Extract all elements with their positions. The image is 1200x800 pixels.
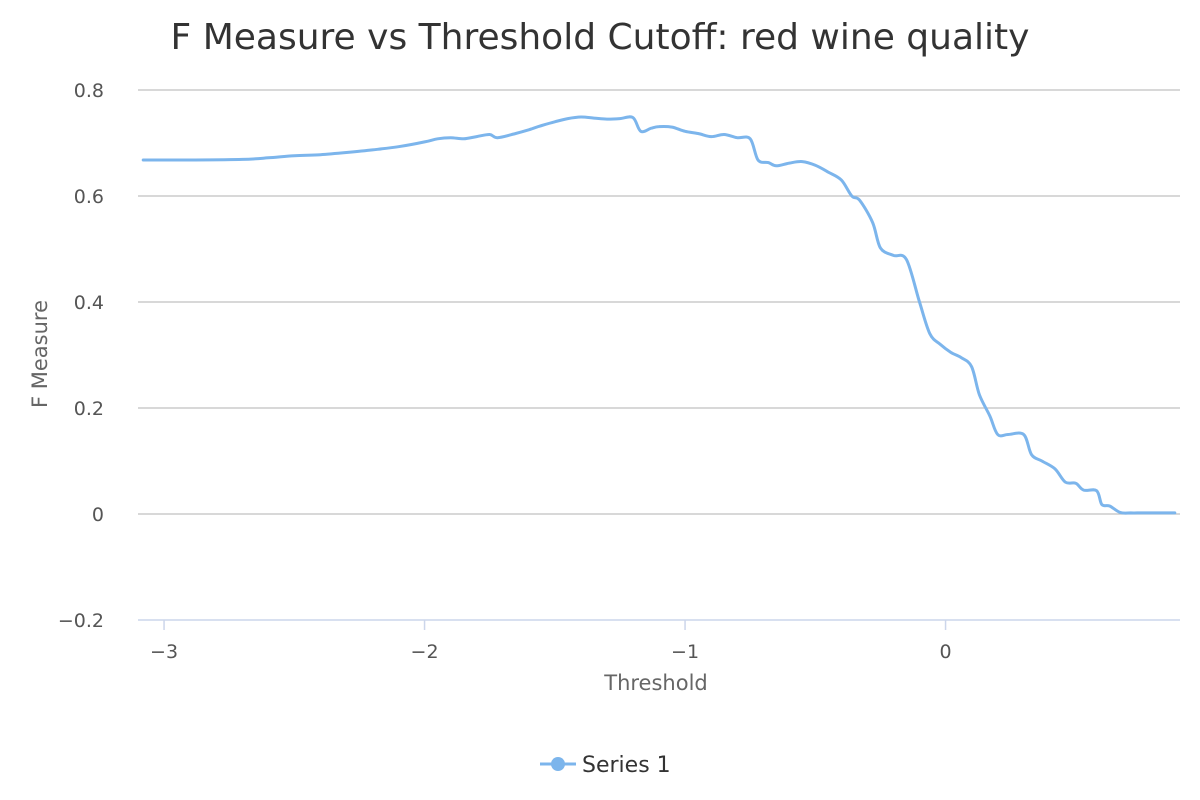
x-tick-label: −3	[150, 641, 178, 663]
chart-title: F Measure vs Threshold Cutoff: red wine …	[171, 17, 1030, 58]
y-axis: 0.8 0.6 0.4 0.2 0 −0.2	[58, 80, 104, 632]
y-tick-label: 0	[92, 504, 104, 526]
legend-label-series-1: Series 1	[582, 753, 671, 778]
y-tick-label: 0.4	[74, 292, 104, 314]
legend-marker	[551, 757, 565, 771]
y-tick-label: −0.2	[58, 610, 104, 632]
y-axis-title: F Measure	[28, 300, 52, 408]
x-tick-label: 0	[940, 641, 952, 663]
y-tick-label: 0.8	[74, 80, 104, 102]
x-axis-title: Threshold	[603, 671, 708, 695]
y-tick-label: 0.2	[74, 398, 104, 420]
x-axis: −3 −2 −1 0	[150, 620, 952, 663]
x-tick-label: −1	[671, 641, 699, 663]
legend[interactable]: Series 1	[540, 753, 671, 778]
series-1-line	[141, 115, 1177, 515]
x-tick-label: −2	[411, 641, 439, 663]
y-tick-label: 0.6	[74, 186, 104, 208]
gridlines	[138, 89, 1180, 515]
